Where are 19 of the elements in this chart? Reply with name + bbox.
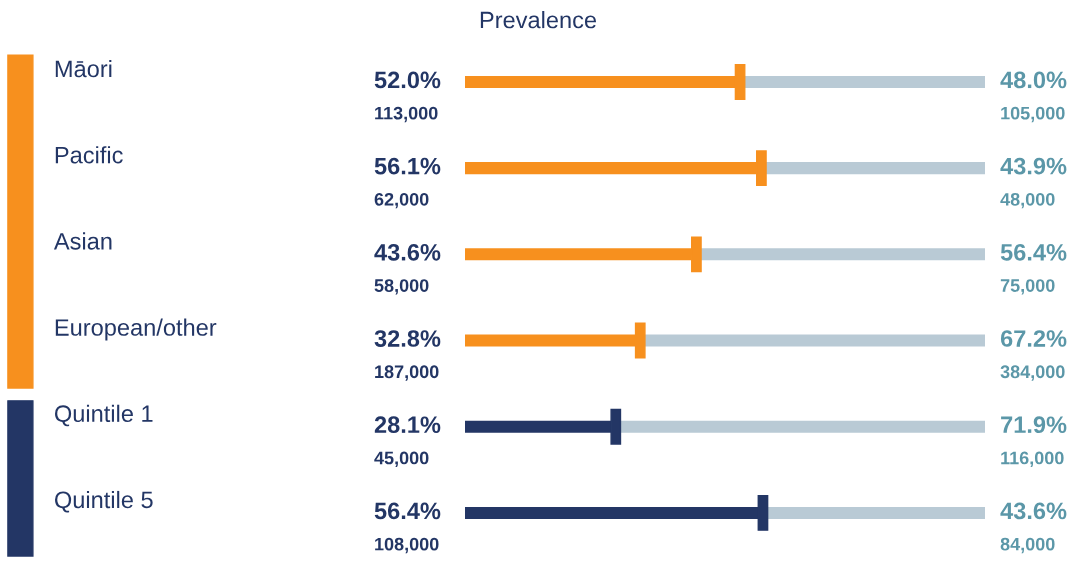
data-label: 48.0% 105,000 [1000, 71, 1067, 123]
y-tick-label: Pacific [55, 146, 123, 164]
y-tick-label: Asian [53, 232, 112, 250]
data-label: 43.9% 48,000 [1000, 157, 1067, 209]
data-label: 71.9% 116,000 [1001, 416, 1067, 467]
y-tick-label: Quintile 1 [55, 404, 153, 427]
chart-title: Prevalence [480, 11, 597, 29]
y-tick-label: European/other [55, 318, 217, 341]
y-tick-label: Quintile 5 [55, 490, 153, 513]
data-label: 56.4% 75,000 [1000, 243, 1067, 295]
data-label: 52.0% 113,000 [374, 71, 441, 123]
data-label: 67.2% 384,000 [1000, 330, 1067, 381]
data-label: 43.6% 58,000 [374, 243, 441, 295]
data-label: 32.8% 187,000 [374, 330, 441, 381]
data-label: 56.1% 62,000 [374, 157, 441, 209]
data-label: 56.4% 108,000 [374, 502, 441, 554]
data-label: 28.1% 45,000 [374, 416, 441, 467]
y-tick-label: Māori [55, 59, 112, 78]
data-label: 43.6% 84,000 [1000, 502, 1067, 554]
